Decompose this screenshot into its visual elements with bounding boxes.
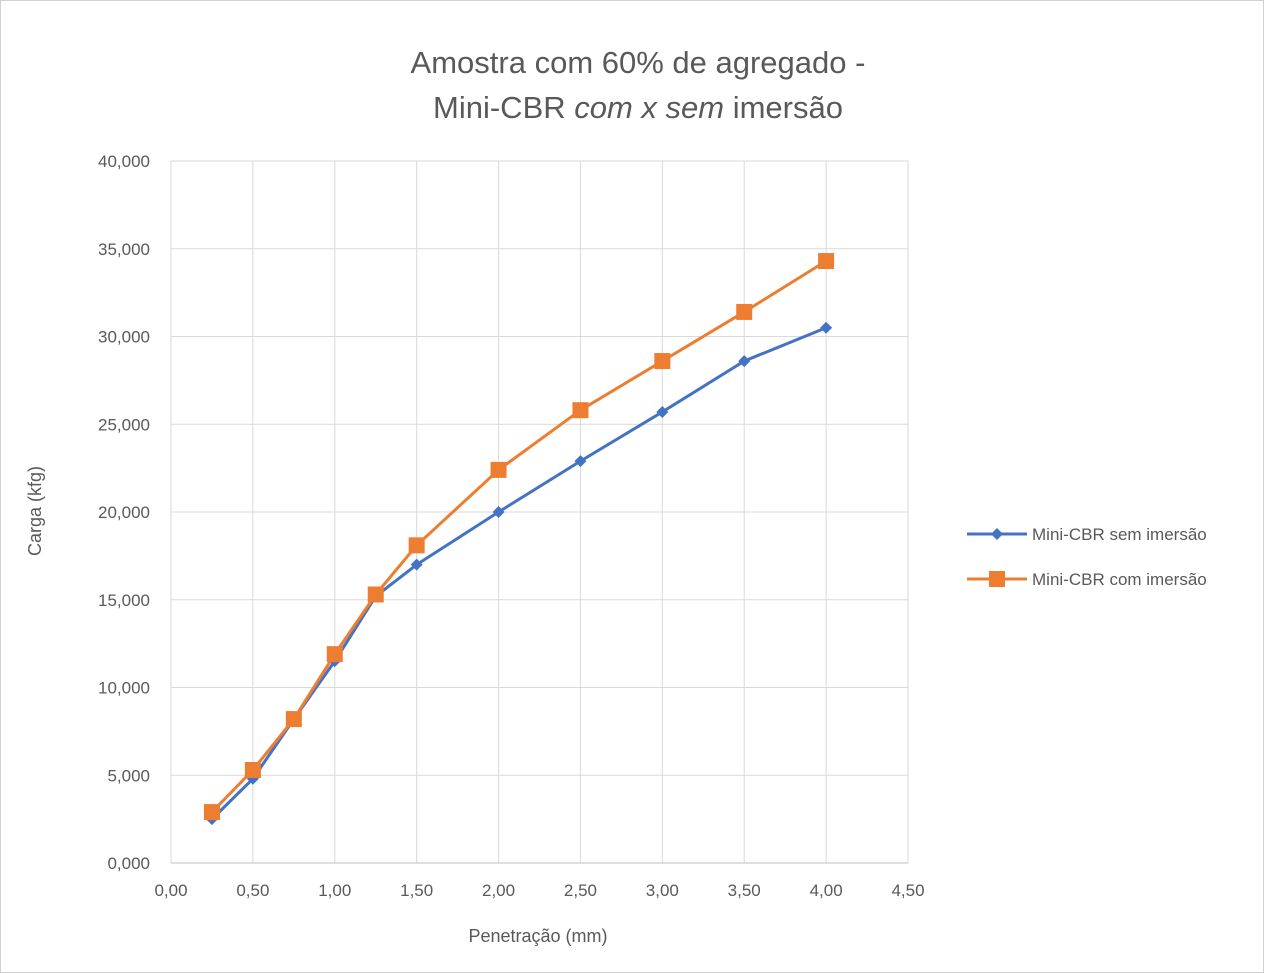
y-tick-label: 40,000 xyxy=(98,152,150,171)
series-2 xyxy=(203,253,835,821)
x-tick-label: 2,50 xyxy=(564,881,597,900)
legend-marker xyxy=(991,528,1003,540)
y-tick-label: 35,000 xyxy=(98,240,150,259)
chart-title-line2-pre: Mini-CBR xyxy=(433,90,574,125)
chart-title-line2: Mini-CBR com x sem imersão xyxy=(433,90,843,125)
y-tick-label: 25,000 xyxy=(98,415,150,434)
chart-title-line1: Amostra com 60% de agregado - xyxy=(411,45,866,80)
x-tick-label: 3,50 xyxy=(728,881,761,900)
chart-title-line2-post: imersão xyxy=(724,90,843,125)
x-tick-label: 4,00 xyxy=(810,881,843,900)
x-tick-label: 3,00 xyxy=(646,881,679,900)
data-point xyxy=(285,711,302,728)
legend: Mini-CBR sem imersão Mini-CBR com imersão xyxy=(967,525,1207,589)
legend-marker xyxy=(989,571,1005,587)
x-tick-label: 0,50 xyxy=(236,881,269,900)
x-axis-title: Penetração (mm) xyxy=(468,926,607,946)
data-point xyxy=(408,537,425,554)
y-tick-label: 10,000 xyxy=(98,679,150,698)
series-layer xyxy=(203,253,835,826)
y-axis-title: Carga (kfg) xyxy=(25,466,45,556)
data-point xyxy=(203,804,220,821)
legend-label: Mini-CBR sem imersão xyxy=(1032,525,1207,544)
x-tick-label: 1,00 xyxy=(318,881,351,900)
data-point xyxy=(736,303,753,320)
x-tick-label: 4,50 xyxy=(891,881,924,900)
series-line xyxy=(210,326,827,821)
chart-title-line2-italic: com x sem xyxy=(574,90,724,125)
axis-layer: 0,00 0,50 1,00 1,50 2,00 2,50 3,00 3,50 4,00 4,50… xyxy=(98,152,925,900)
grid-layer xyxy=(170,160,909,864)
data-point xyxy=(818,253,835,270)
y-tick-label: 5,000 xyxy=(107,766,150,785)
series-line xyxy=(210,259,827,814)
series-1 xyxy=(205,321,833,826)
data-point xyxy=(326,646,343,663)
y-tick-label: 15,000 xyxy=(98,591,150,610)
x-tick-label: 2,00 xyxy=(482,881,515,900)
data-point xyxy=(738,355,751,368)
data-point xyxy=(574,455,587,468)
legend-label: Mini-CBR com imersão xyxy=(1032,570,1207,589)
x-tick-label: 0,00 xyxy=(154,881,187,900)
data-point xyxy=(367,586,384,603)
data-point xyxy=(410,558,423,571)
data-point xyxy=(654,353,671,370)
y-tick-label: 20,000 xyxy=(98,503,150,522)
y-tick-label: 30,000 xyxy=(98,328,150,347)
data-point xyxy=(656,405,669,418)
data-point xyxy=(490,461,507,478)
data-point xyxy=(572,402,589,419)
x-tick-label: 1,50 xyxy=(400,881,433,900)
data-point xyxy=(244,761,261,778)
y-tick-label: 0,000 xyxy=(107,854,150,873)
data-point xyxy=(820,321,833,334)
data-point xyxy=(492,506,505,518)
